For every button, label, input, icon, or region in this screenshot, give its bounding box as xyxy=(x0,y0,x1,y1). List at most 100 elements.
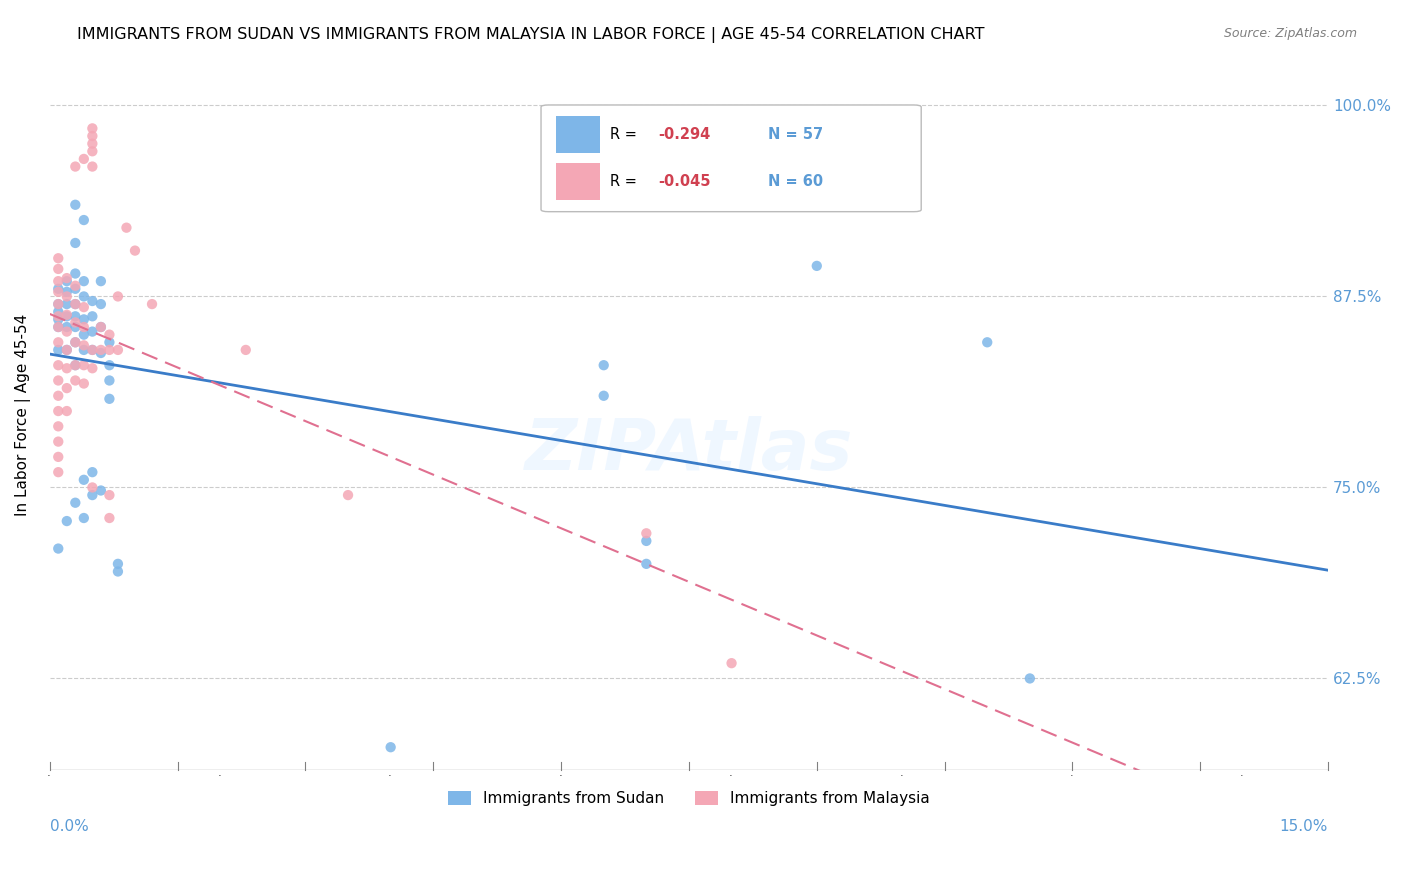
Point xyxy=(56,310,79,324)
Point xyxy=(65,496,87,510)
Point xyxy=(56,325,79,339)
Point xyxy=(90,343,112,357)
Point xyxy=(636,557,658,571)
Point xyxy=(73,376,96,391)
Point xyxy=(65,278,87,293)
Point xyxy=(107,343,129,357)
Point xyxy=(98,488,121,502)
Point xyxy=(65,320,87,334)
Point xyxy=(65,198,87,212)
Point xyxy=(46,419,69,434)
Text: 0.0%: 0.0% xyxy=(49,819,89,834)
Point xyxy=(56,381,79,395)
Point xyxy=(56,274,79,288)
Point xyxy=(82,488,104,502)
Text: R =: R = xyxy=(610,175,643,189)
FancyBboxPatch shape xyxy=(555,116,599,153)
Point xyxy=(56,361,79,376)
Point xyxy=(56,514,79,528)
Point xyxy=(107,289,129,303)
Point xyxy=(65,267,87,281)
Point xyxy=(73,511,96,525)
Point xyxy=(1018,672,1040,686)
Point xyxy=(65,297,87,311)
Point xyxy=(806,259,828,273)
Point xyxy=(235,343,257,357)
Point xyxy=(976,335,998,350)
Point xyxy=(636,526,658,541)
Point xyxy=(82,480,104,494)
Point xyxy=(98,358,121,372)
Text: -0.294: -0.294 xyxy=(658,128,710,142)
Point xyxy=(98,335,121,350)
Point xyxy=(65,335,87,350)
Point xyxy=(73,343,96,357)
Point xyxy=(141,297,163,311)
Text: 15.0%: 15.0% xyxy=(1279,819,1329,834)
Point xyxy=(46,335,69,350)
Point xyxy=(82,160,104,174)
FancyBboxPatch shape xyxy=(541,105,921,211)
Point xyxy=(46,304,69,318)
Point xyxy=(82,465,104,479)
Point xyxy=(73,358,96,372)
Point xyxy=(82,145,104,159)
Point xyxy=(82,343,104,357)
Point xyxy=(82,136,104,151)
Point xyxy=(46,320,69,334)
Text: ZIPAtlas: ZIPAtlas xyxy=(524,416,853,485)
Text: Source: ZipAtlas.com: Source: ZipAtlas.com xyxy=(1223,27,1357,40)
Point xyxy=(90,320,112,334)
Point xyxy=(73,274,96,288)
Point xyxy=(46,274,69,288)
Point xyxy=(65,235,87,250)
Point xyxy=(636,533,658,548)
Point xyxy=(46,310,69,324)
Text: -0.045: -0.045 xyxy=(658,175,710,189)
Point xyxy=(82,310,104,324)
Point xyxy=(107,565,129,579)
Point xyxy=(65,297,87,311)
Legend: Immigrants from Sudan, Immigrants from Malaysia: Immigrants from Sudan, Immigrants from M… xyxy=(441,785,936,813)
Point xyxy=(65,358,87,372)
Point xyxy=(46,358,69,372)
Point xyxy=(73,289,96,303)
Point xyxy=(82,343,104,357)
Point xyxy=(46,297,69,311)
Point xyxy=(124,244,146,258)
Point xyxy=(65,282,87,296)
Point xyxy=(90,274,112,288)
Text: N = 57: N = 57 xyxy=(768,128,823,142)
Point xyxy=(98,327,121,342)
Point xyxy=(65,358,87,372)
Point xyxy=(98,374,121,388)
Point xyxy=(73,300,96,314)
Point xyxy=(337,488,360,502)
Point xyxy=(56,343,79,357)
Point xyxy=(82,121,104,136)
Point xyxy=(46,285,69,299)
Point xyxy=(56,343,79,357)
Point xyxy=(56,297,79,311)
Point xyxy=(65,335,87,350)
Point xyxy=(46,297,69,311)
Point xyxy=(82,325,104,339)
Point xyxy=(56,308,79,322)
Point xyxy=(98,343,121,357)
Point xyxy=(73,338,96,352)
Point xyxy=(82,128,104,143)
Point xyxy=(65,310,87,324)
Point xyxy=(56,404,79,418)
Point xyxy=(56,285,79,299)
Text: N = 60: N = 60 xyxy=(768,175,823,189)
Point xyxy=(90,320,112,334)
Point xyxy=(46,465,69,479)
FancyBboxPatch shape xyxy=(555,163,599,201)
Point xyxy=(46,343,69,357)
Point xyxy=(65,160,87,174)
Point xyxy=(90,483,112,498)
Point xyxy=(592,389,614,403)
Point xyxy=(46,252,69,266)
Point xyxy=(46,320,69,334)
Point xyxy=(73,312,96,326)
